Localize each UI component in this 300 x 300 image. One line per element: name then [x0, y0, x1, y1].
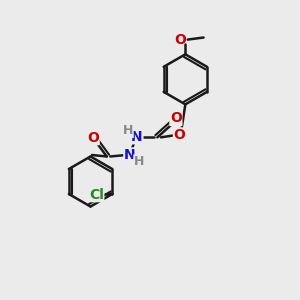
- Text: O: O: [170, 112, 182, 125]
- Text: Cl: Cl: [89, 188, 104, 202]
- Text: H: H: [123, 124, 133, 137]
- Text: N: N: [131, 130, 143, 144]
- Text: O: O: [174, 33, 186, 47]
- Text: H: H: [134, 155, 144, 168]
- Text: O: O: [173, 128, 185, 142]
- Text: O: O: [87, 130, 99, 145]
- Text: N: N: [124, 148, 136, 162]
